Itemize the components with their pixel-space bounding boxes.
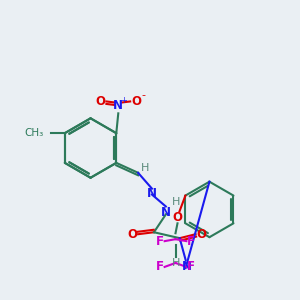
Text: H: H [141, 163, 149, 173]
Text: +: + [120, 96, 127, 105]
Text: H: H [172, 258, 180, 268]
Text: N: N [182, 260, 192, 273]
Text: O: O [172, 211, 182, 224]
Text: O: O [127, 228, 137, 241]
Text: F: F [188, 260, 195, 273]
Text: F: F [156, 260, 164, 273]
Text: N: N [147, 187, 157, 200]
Text: O: O [196, 228, 206, 241]
Text: CH₃: CH₃ [25, 128, 44, 138]
Text: F: F [188, 235, 195, 248]
Text: -: - [141, 91, 145, 100]
Text: N: N [113, 99, 123, 112]
Text: H: H [172, 196, 180, 206]
Text: N: N [161, 206, 171, 219]
Text: O: O [131, 95, 141, 108]
Text: O: O [95, 95, 105, 108]
Text: F: F [156, 235, 164, 248]
